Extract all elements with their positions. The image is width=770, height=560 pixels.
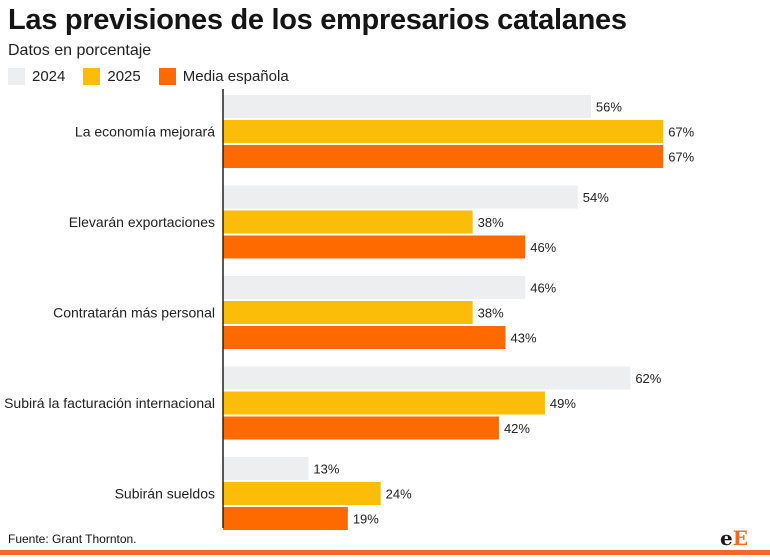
value-label-elevaran-exportaciones-2025: 38% <box>478 215 504 230</box>
logo-letter-2: E <box>732 526 748 550</box>
value-label-elevaran-exportaciones-2024: 54% <box>583 190 609 205</box>
bar-subiran-sueldos-2025 <box>223 482 381 505</box>
legend-item-2024: 2024 <box>8 68 65 85</box>
bar-subiran-sueldos-2024 <box>223 457 309 480</box>
value-label-subira-la-facturacion-internacional-2025: 49% <box>550 396 576 411</box>
bar-elevaran-exportaciones-media-espanola <box>223 235 526 259</box>
category-label-subiran-sueldos: Subirán sueldos <box>115 486 215 502</box>
legend-swatch-2025 <box>83 68 101 85</box>
value-label-subiran-sueldos-2024: 13% <box>313 462 339 477</box>
logo-letter-1: e <box>720 526 733 550</box>
value-label-contrataran-mas-personal-media-espanola: 43% <box>511 331 537 346</box>
value-label-la-economia-mejorara-2024: 56% <box>596 100 622 115</box>
legend-item-2025: 2025 <box>83 68 141 85</box>
legend-label-2025: 2025 <box>107 68 141 85</box>
legend-swatch-2024 <box>8 68 25 85</box>
chart-subtitle: Datos en porcentaje <box>8 42 152 59</box>
value-label-la-economia-mejorara-media-espanola: 67% <box>668 150 694 165</box>
category-label-la-economia-mejorara: La economía mejorará <box>75 124 215 140</box>
legend: 2024 2025 Media española <box>8 68 307 85</box>
legend-label-2024: 2024 <box>32 68 66 85</box>
bar-la-economia-mejorara-2024 <box>223 95 591 118</box>
bar-subira-la-facturacion-internacional-2025 <box>223 391 545 415</box>
bottom-rule <box>0 550 770 555</box>
value-label-subiran-sueldos-2025: 24% <box>386 487 412 502</box>
value-label-subira-la-facturacion-internacional-2024: 62% <box>635 371 661 386</box>
value-label-contrataran-mas-personal-2024: 46% <box>530 281 556 296</box>
chart-title: Las previsiones de los empresarios catal… <box>8 4 627 36</box>
value-label-elevaran-exportaciones-media-espanola: 46% <box>530 240 556 255</box>
value-label-contrataran-mas-personal-2025: 38% <box>478 306 504 321</box>
source-note: Fuente: Grant Thornton. <box>8 532 137 546</box>
legend-label-media-espanola: Media española <box>182 68 289 85</box>
value-label-la-economia-mejorara-2025: 67% <box>668 125 694 140</box>
bar-contrataran-mas-personal-2025 <box>223 301 473 324</box>
bar-subira-la-facturacion-internacional-media-espanola <box>223 416 499 440</box>
bar-elevaran-exportaciones-2025 <box>223 210 473 234</box>
legend-item-media-espanola: Media española <box>158 68 289 85</box>
bar-la-economia-mejorara-media-espanola <box>223 145 664 168</box>
bar-contrataran-mas-personal-2024 <box>223 276 526 299</box>
value-label-subira-la-facturacion-internacional-media-espanola: 42% <box>504 421 530 436</box>
legend-swatch-media-espanola <box>158 68 176 85</box>
bar-elevaran-exportaciones-2024 <box>223 185 578 209</box>
category-label-contrataran-mas-personal: Contratarán más personal <box>53 305 215 321</box>
brand-logo: eE <box>720 526 748 550</box>
bar-subira-la-facturacion-internacional-2024 <box>223 366 631 390</box>
bar-la-economia-mejorara-2025 <box>223 120 664 143</box>
category-label-subira-la-facturacion-internacional: Subirá la facturación internacional <box>4 395 215 411</box>
value-label-subiran-sueldos-media-espanola: 19% <box>353 512 379 527</box>
bar-subiran-sueldos-media-espanola <box>223 507 348 530</box>
bar-contrataran-mas-personal-media-espanola <box>223 326 506 349</box>
category-label-elevaran-exportaciones: Elevarán exportaciones <box>69 214 215 230</box>
